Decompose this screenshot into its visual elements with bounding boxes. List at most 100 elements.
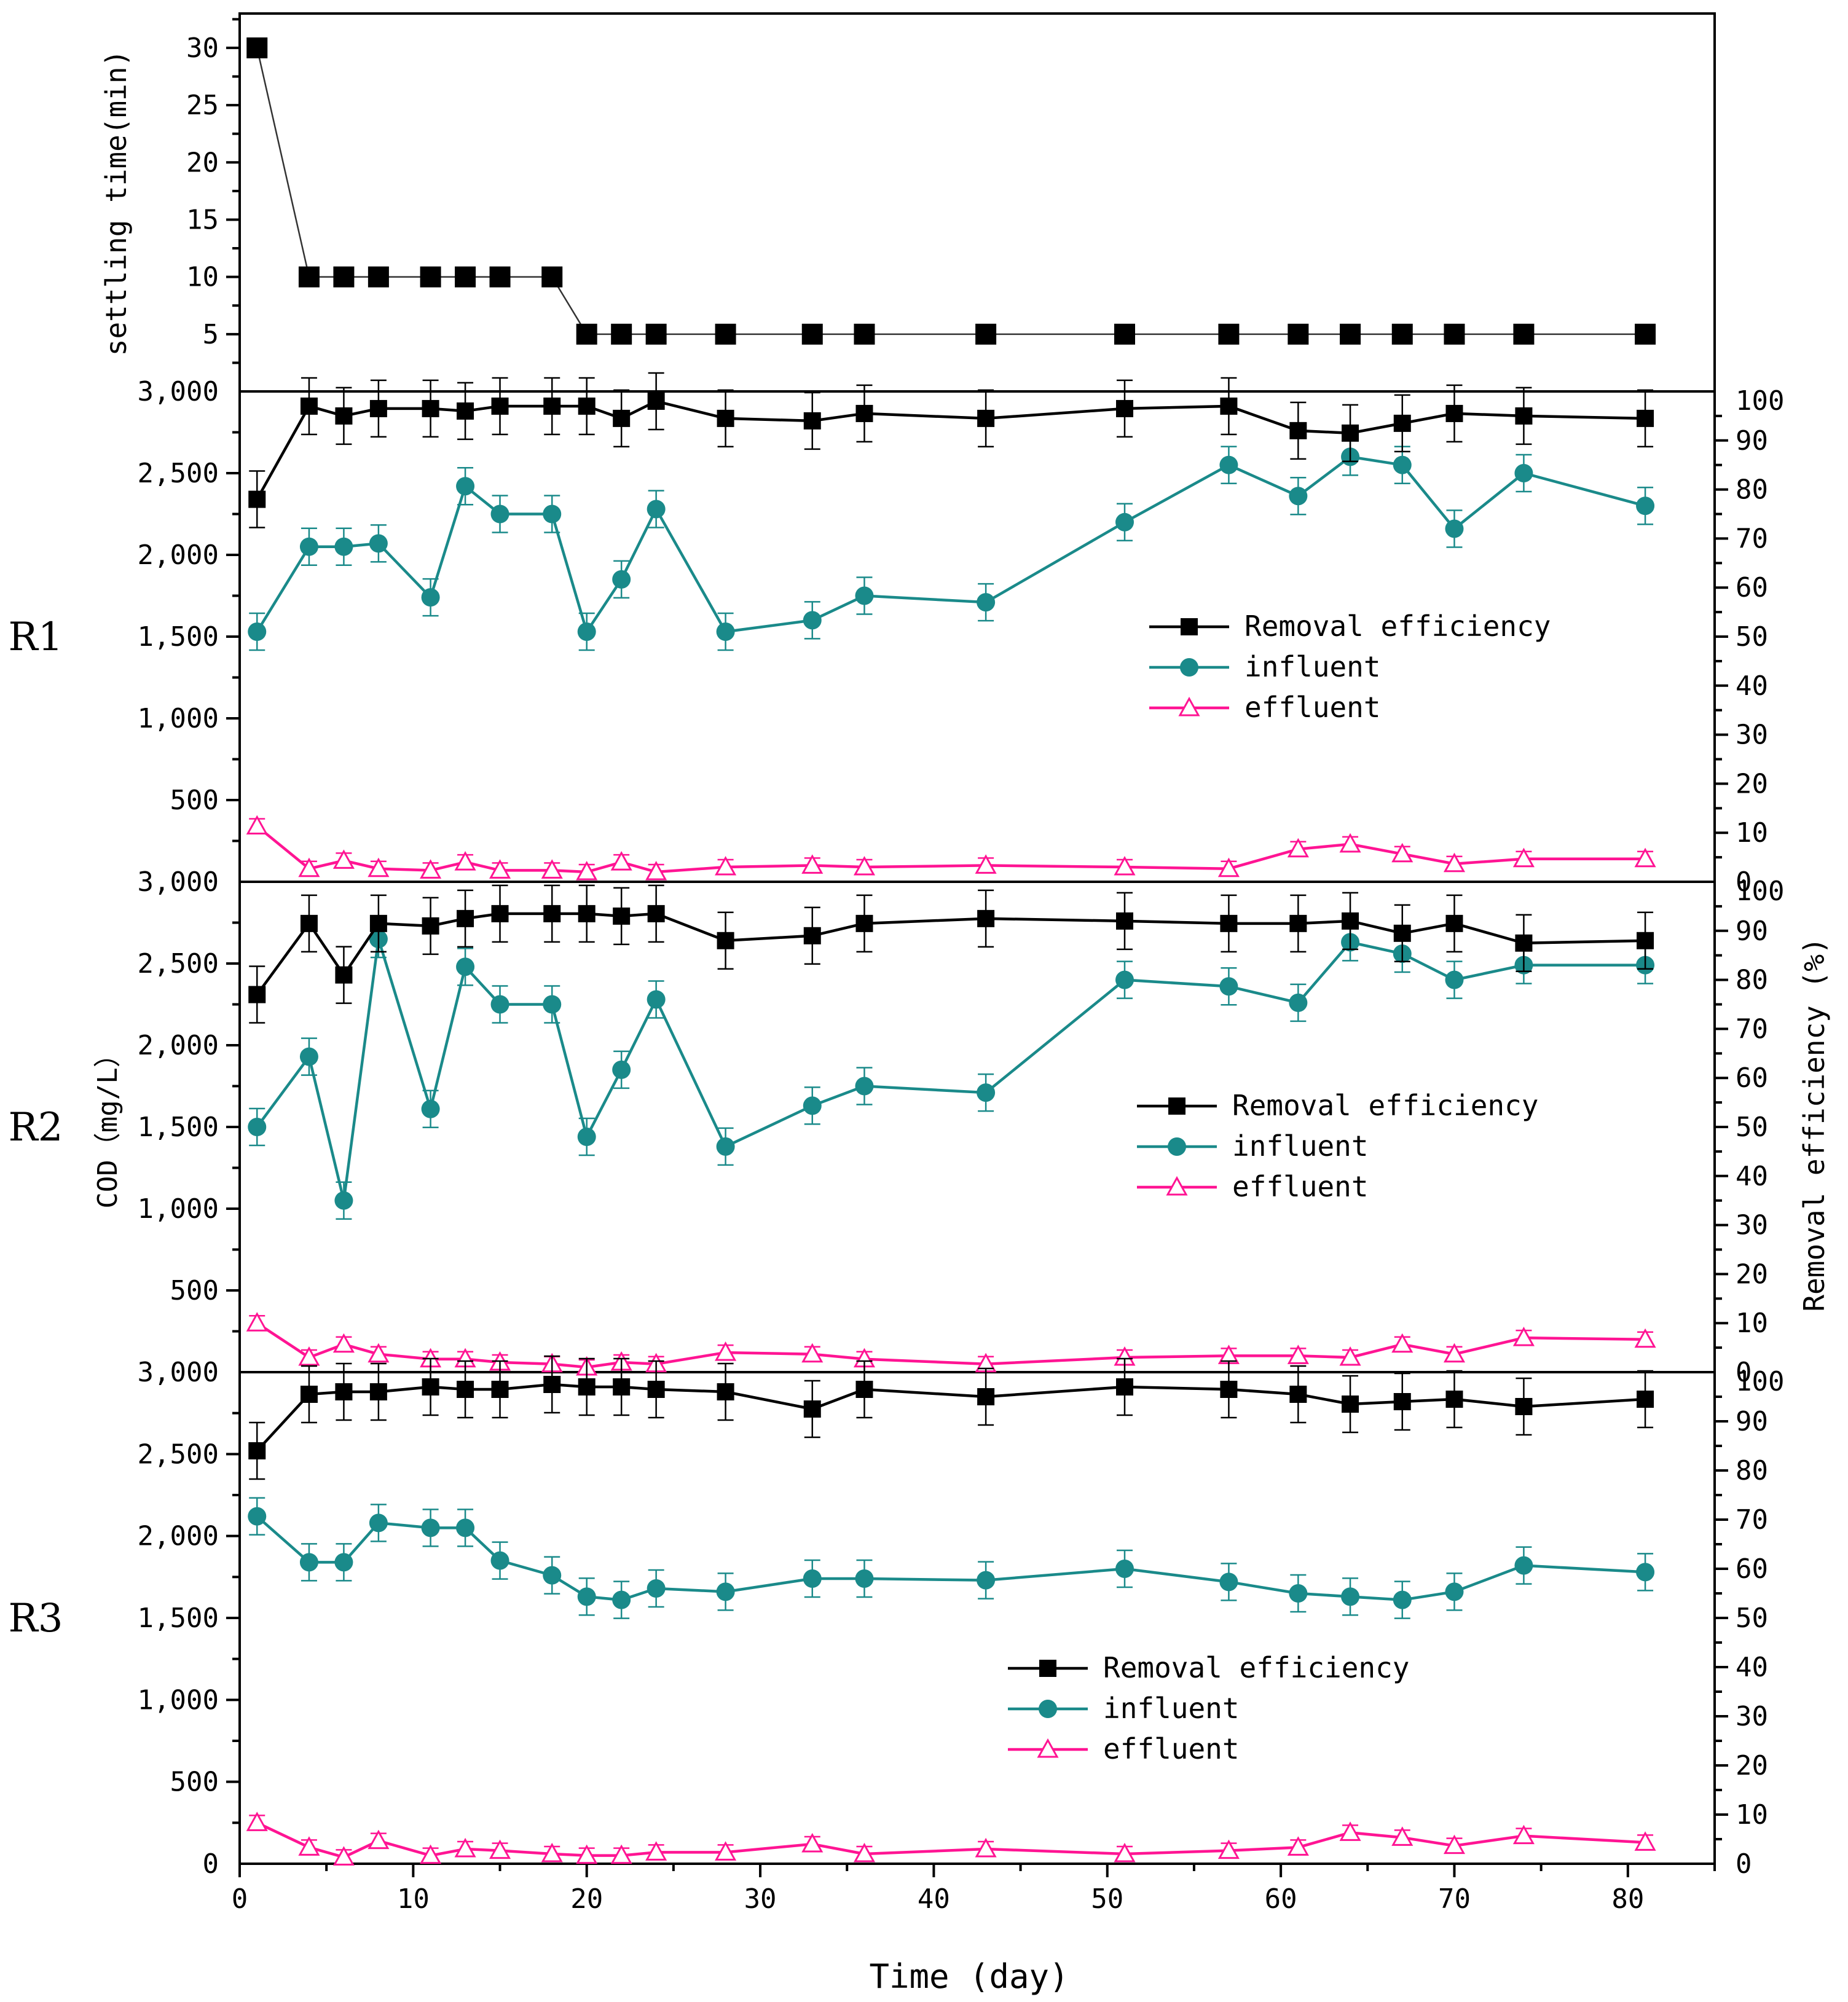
effluent-point bbox=[853, 1842, 876, 1863]
removal-point bbox=[1116, 1378, 1133, 1396]
removal-point bbox=[1289, 422, 1307, 439]
removal-point bbox=[977, 409, 995, 427]
cod-y-tick-label: 1,000 bbox=[138, 1193, 219, 1225]
influent-point bbox=[334, 537, 353, 556]
cod-y-tick-label: 2,000 bbox=[138, 1521, 219, 1552]
re-y-tick-label: 10 bbox=[1736, 817, 1768, 849]
influent-point bbox=[456, 477, 475, 496]
effluent-point bbox=[541, 1842, 563, 1863]
removal-point bbox=[300, 914, 318, 932]
settling-time-point bbox=[975, 323, 997, 345]
influent-point bbox=[1289, 487, 1308, 506]
x-axis-label: Time (day) bbox=[869, 1957, 1069, 1996]
influent-point bbox=[490, 1551, 509, 1570]
removal-point bbox=[1515, 934, 1533, 952]
re-y-tick-label: 60 bbox=[1736, 1062, 1768, 1094]
removal-point bbox=[491, 397, 509, 415]
removal-point bbox=[1637, 932, 1654, 949]
settling-time-point bbox=[489, 266, 511, 288]
settling-time-point bbox=[541, 266, 563, 288]
effluent-point bbox=[420, 859, 442, 879]
settling-time-point bbox=[1288, 323, 1309, 345]
effluent-point bbox=[610, 1844, 632, 1864]
re-y-tick-label: 90 bbox=[1736, 425, 1768, 457]
effluent-point bbox=[541, 859, 563, 879]
legend-marker bbox=[1039, 1660, 1056, 1677]
effluent-point bbox=[801, 1832, 824, 1853]
influent-point bbox=[1219, 1572, 1238, 1592]
cod-y-tick-label: 0 bbox=[203, 1848, 219, 1880]
cod-y-tick-label: 3,000 bbox=[138, 1357, 219, 1388]
influent-point bbox=[1341, 1587, 1360, 1606]
x-tick-label: 80 bbox=[1611, 1883, 1644, 1915]
removal-point bbox=[613, 907, 631, 925]
influent-point bbox=[1219, 455, 1238, 474]
legend-label: effluent bbox=[1103, 1732, 1240, 1765]
re-y-tick-label: 0 bbox=[1736, 1357, 1752, 1388]
removal-point bbox=[578, 905, 596, 922]
effluent-point bbox=[1634, 847, 1656, 868]
influent-point bbox=[1514, 464, 1533, 482]
removal-point bbox=[1342, 912, 1359, 930]
effluent-point bbox=[454, 1837, 476, 1858]
influent-point bbox=[1445, 519, 1464, 538]
cod-y-tick-label: 1,500 bbox=[138, 621, 219, 653]
settling-time-point bbox=[1513, 323, 1535, 345]
effluent-point bbox=[1512, 1824, 1535, 1845]
removal-point bbox=[717, 1383, 734, 1400]
removal-point bbox=[369, 399, 387, 417]
effluent-point bbox=[246, 1812, 268, 1831]
removal-point bbox=[1342, 1396, 1359, 1413]
legend-marker bbox=[1180, 658, 1198, 677]
removal-point bbox=[457, 402, 474, 420]
removal-point bbox=[457, 1381, 474, 1398]
settling-time-point bbox=[715, 323, 736, 345]
cod-y-tick-label: 2,000 bbox=[138, 1030, 219, 1061]
removal-point bbox=[613, 1378, 631, 1396]
influent-point bbox=[299, 1047, 318, 1066]
influent-point bbox=[1115, 512, 1134, 532]
cod-y-tick-label: 3,000 bbox=[138, 866, 219, 898]
influent-point bbox=[248, 1507, 267, 1526]
removal-point bbox=[578, 397, 596, 415]
settling-time-line bbox=[256, 47, 1646, 336]
cod-y-tick-label: 3,000 bbox=[138, 376, 219, 407]
influent-point bbox=[612, 570, 631, 589]
re-y-tick-label: 80 bbox=[1736, 474, 1768, 506]
effluent-point bbox=[332, 1846, 355, 1866]
re-y-tick-label: 0 bbox=[1736, 1848, 1752, 1880]
effluent-point bbox=[1287, 838, 1309, 858]
settling-time-point bbox=[854, 323, 875, 345]
influent-point bbox=[716, 1137, 735, 1156]
removal-point bbox=[248, 986, 266, 1003]
removal-point bbox=[855, 404, 873, 422]
settling-time-point bbox=[246, 37, 268, 58]
removal-point bbox=[1220, 914, 1238, 932]
influent-point bbox=[647, 500, 666, 519]
influent-point bbox=[716, 622, 735, 642]
cod-y-tick-label: 2,500 bbox=[138, 1439, 219, 1470]
re-y-tick-label: 40 bbox=[1736, 1652, 1768, 1683]
removal-point bbox=[803, 927, 821, 944]
effluent-point bbox=[298, 857, 320, 877]
effluent-point bbox=[489, 859, 511, 879]
settling-time-point bbox=[298, 266, 320, 288]
re-y-tick-label: 20 bbox=[1736, 1750, 1768, 1781]
influent-point bbox=[1445, 1582, 1464, 1601]
re-y-tick-label: 10 bbox=[1736, 1799, 1768, 1831]
legend: Removal efficiency influent effluent bbox=[1137, 1089, 1539, 1203]
removal-point bbox=[1445, 1391, 1463, 1408]
effluent-point bbox=[246, 1312, 268, 1332]
influent-point bbox=[299, 1553, 318, 1572]
influent-error-bars bbox=[249, 1497, 1654, 1619]
removal-point bbox=[335, 407, 353, 425]
re-y-tick-label: 30 bbox=[1736, 1210, 1768, 1241]
removal-point bbox=[1515, 1398, 1533, 1415]
legend-label: Removal efficiency bbox=[1244, 610, 1551, 643]
legend-label: Removal efficiency bbox=[1232, 1089, 1539, 1122]
influent-point bbox=[855, 586, 874, 605]
removal-point bbox=[422, 1378, 439, 1396]
removal-point bbox=[1393, 924, 1411, 942]
settling-time-point bbox=[333, 266, 355, 288]
